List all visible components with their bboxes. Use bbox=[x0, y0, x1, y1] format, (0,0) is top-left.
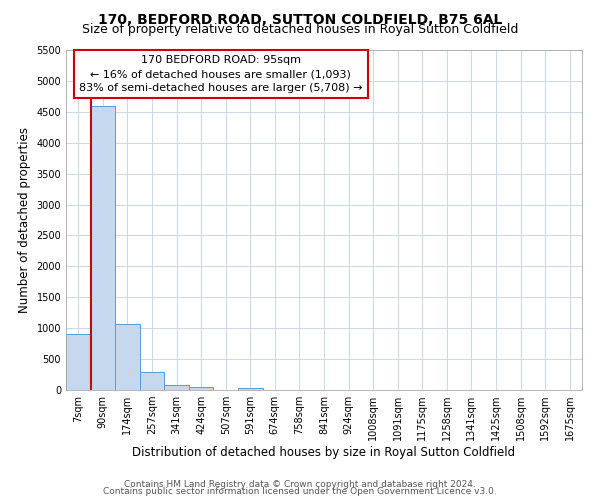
Bar bbox=[164, 384, 189, 390]
Text: Contains HM Land Registry data © Crown copyright and database right 2024.: Contains HM Land Registry data © Crown c… bbox=[124, 480, 476, 489]
Bar bbox=[189, 386, 214, 390]
Bar bbox=[66, 334, 91, 390]
X-axis label: Distribution of detached houses by size in Royal Sutton Coldfield: Distribution of detached houses by size … bbox=[133, 446, 515, 459]
Text: Contains public sector information licensed under the Open Government Licence v3: Contains public sector information licen… bbox=[103, 487, 497, 496]
Text: 170 BEDFORD ROAD: 95sqm
← 16% of detached houses are smaller (1,093)
83% of semi: 170 BEDFORD ROAD: 95sqm ← 16% of detache… bbox=[79, 55, 362, 93]
Bar bbox=[115, 324, 140, 390]
Y-axis label: Number of detached properties: Number of detached properties bbox=[18, 127, 31, 313]
Text: 170, BEDFORD ROAD, SUTTON COLDFIELD, B75 6AL: 170, BEDFORD ROAD, SUTTON COLDFIELD, B75… bbox=[98, 12, 502, 26]
Text: Size of property relative to detached houses in Royal Sutton Coldfield: Size of property relative to detached ho… bbox=[82, 22, 518, 36]
Bar bbox=[91, 106, 115, 390]
Bar bbox=[238, 388, 263, 390]
Bar bbox=[140, 372, 164, 390]
